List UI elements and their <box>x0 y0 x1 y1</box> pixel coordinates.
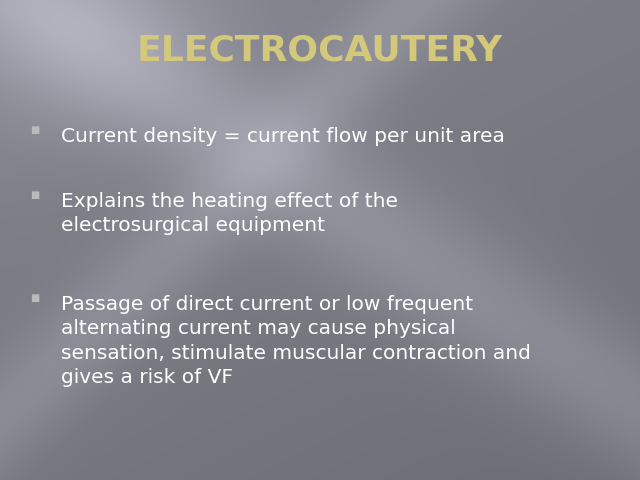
Text: ■: ■ <box>31 125 40 135</box>
Text: ■: ■ <box>31 293 40 303</box>
Text: ■: ■ <box>31 190 40 200</box>
Text: Explains the heating effect of the
electrosurgical equipment: Explains the heating effect of the elect… <box>61 192 398 235</box>
Text: ELECTROCAUTERY: ELECTROCAUTERY <box>137 34 503 67</box>
Text: Passage of direct current or low frequent
alternating current may cause physical: Passage of direct current or low frequen… <box>61 295 531 387</box>
Text: Current density = current flow per unit area: Current density = current flow per unit … <box>61 127 505 146</box>
